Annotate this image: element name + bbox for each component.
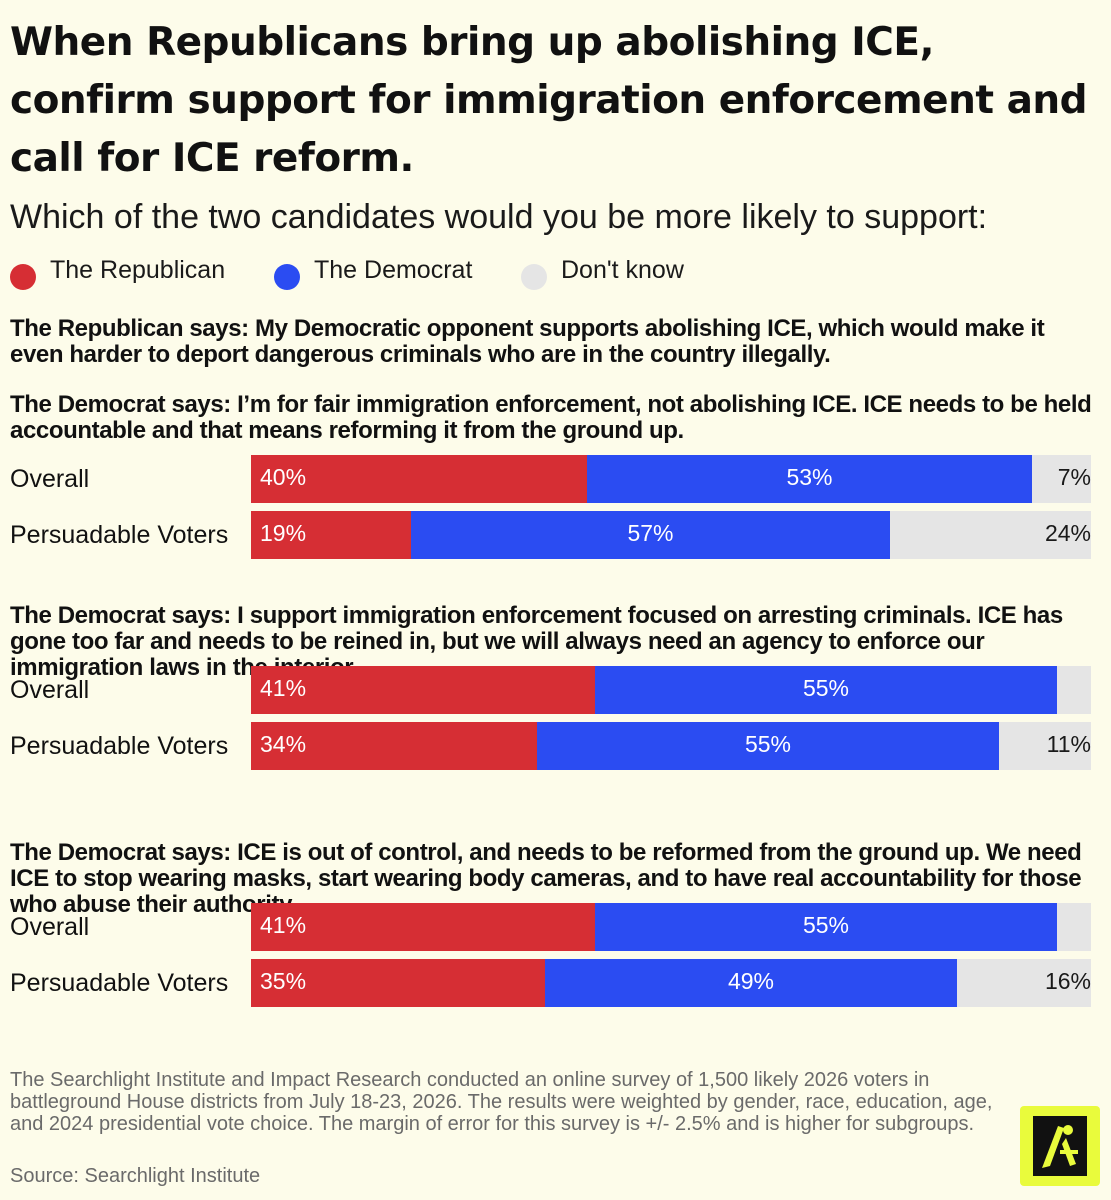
bar-segment-dont-know [999,722,1091,770]
row-label: Overall [10,465,90,493]
row-label: Overall [10,913,90,941]
data-label-democrat: 49% [727,968,775,994]
legend-dot-dont-know [521,264,547,290]
data-label-democrat: 53% [786,464,833,490]
bar-segment-democrat [595,903,1057,951]
data-label-democrat: 55% [802,675,850,701]
data-label-republican: 35% [260,968,307,994]
stacked-bar: 40% 53% 7% [251,455,1091,503]
row-label: Persuadable Voters [10,521,229,549]
data-label-democrat: 57% [627,520,674,546]
searchlight-logo-icon [1020,1106,1100,1186]
bar-segment-dont-know [890,511,1091,559]
stacked-bar: 34% 55% 11% [251,722,1091,770]
bar-segment-democrat [587,455,1032,503]
data-label-republican: 34% [260,731,307,757]
footnote: The Searchlight Institute and Impact Res… [10,1069,993,1135]
stacked-bar: 19% 57% 24% [251,511,1091,559]
bar-segment-republican [251,722,537,770]
data-label-republican: 41% [260,675,307,701]
bar-segment-democrat [411,511,890,559]
data-label-dont-know: 16% [1044,968,1091,994]
bar-segment-democrat [537,722,999,770]
bar-segment-dont-know [957,959,1091,1007]
bar-segment-republican [251,455,587,503]
legend-label-dont-know: Don't know [561,256,684,284]
bar-segment-republican [251,511,411,559]
chart-subtitle: Which of the two candidates would you be… [10,198,988,236]
stacked-bar: 41% 55% [251,903,1091,951]
bar-segment-democrat [595,666,1057,714]
stacked-bar: 41% 55% [251,666,1091,714]
bar-segment-dont-know [1057,903,1091,951]
data-label-dont-know: 7% [1057,464,1091,490]
bar-segment-dont-know [1057,666,1091,714]
republican-statement: The Republican says: My Democratic oppon… [10,315,1045,368]
legend-dot-democrat [274,264,300,290]
legend-dot-republican [10,264,36,290]
legend-label-democrat: The Democrat [314,256,473,284]
chart-title: When Republicans bring up abolishing ICE… [10,20,1088,181]
data-label-democrat: 55% [802,912,850,938]
row-label: Persuadable Voters [10,969,229,997]
source: Source: Searchlight Institute [10,1165,261,1187]
row-label: Overall [10,676,90,704]
data-label-republican: 19% [260,520,307,546]
democrat-statement-1: The Democrat says: I’m for fair immigrat… [10,391,1092,444]
democrat-statement-3: The Democrat says: ICE is out of control… [10,839,1082,918]
bar-segment-republican [251,959,545,1007]
data-label-republican: 40% [260,464,307,490]
bar-segment-republican [251,903,595,951]
data-label-dont-know: 24% [1044,520,1091,546]
legend-label-republican: The Republican [50,256,226,284]
stacked-bar: 35% 49% 16% [251,959,1091,1007]
bar-segment-republican [251,666,595,714]
data-label-republican: 41% [260,912,307,938]
data-label-dont-know: 11% [1046,731,1091,757]
searchlight-logo-svg [1033,1116,1087,1176]
bar-segment-democrat [545,959,957,1007]
data-label-democrat: 55% [744,731,792,757]
row-label: Persuadable Voters [10,732,229,760]
bar-segment-dont-know [1032,455,1091,503]
